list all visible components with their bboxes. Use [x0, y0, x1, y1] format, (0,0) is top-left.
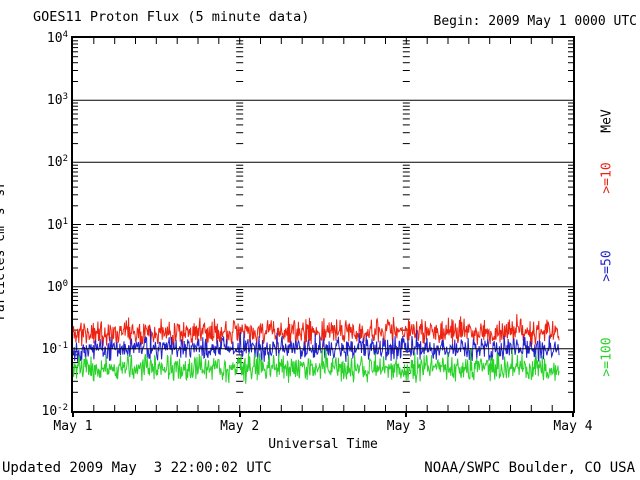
y-tick-label: 10-1	[41, 340, 69, 357]
x-tick-label: May 4	[553, 419, 593, 434]
y-tick-label: 102	[46, 154, 68, 171]
series->=50	[73, 328, 560, 362]
series->=100	[73, 347, 560, 384]
plot-area	[71, 36, 575, 413]
day-tick-mark	[572, 413, 574, 417]
units-label-mev: MeV	[599, 109, 615, 133]
y-tick-label: 101	[46, 216, 68, 233]
legend-label-100: >=100	[599, 337, 615, 377]
source-credit: NOAA/SWPC Boulder, CO USA	[424, 460, 635, 476]
day-tick-mark	[72, 413, 74, 417]
x-tick-label: May 2	[220, 419, 260, 434]
y-tick-label: 104	[46, 29, 68, 47]
day-tick-mark	[405, 413, 408, 417]
y-tick-label: 103	[46, 91, 68, 109]
begin-timestamp: Begin: 2009 May 1 0000 UTC	[433, 14, 638, 29]
updated-timestamp: Updated 2009 May 3 22:00:02 UTC	[2, 460, 272, 476]
legend-label-10: >=10	[599, 162, 615, 194]
day-tick-mark	[238, 413, 241, 417]
legend-label-50: >=50	[599, 250, 615, 282]
x-axis-label: Universal Time	[268, 437, 378, 452]
flux-chart-svg	[73, 38, 573, 411]
y-tick-label: 100	[46, 278, 68, 295]
chart-title: GOES11 Proton Flux (5 minute data)	[33, 9, 310, 25]
y-axis-label: Particles cm-2s-1sr-1	[0, 170, 9, 320]
series->=10	[73, 314, 560, 348]
y-tick-label: 10-2	[41, 402, 69, 420]
x-tick-label: May 1	[53, 419, 93, 434]
x-tick-label: May 3	[386, 419, 426, 434]
